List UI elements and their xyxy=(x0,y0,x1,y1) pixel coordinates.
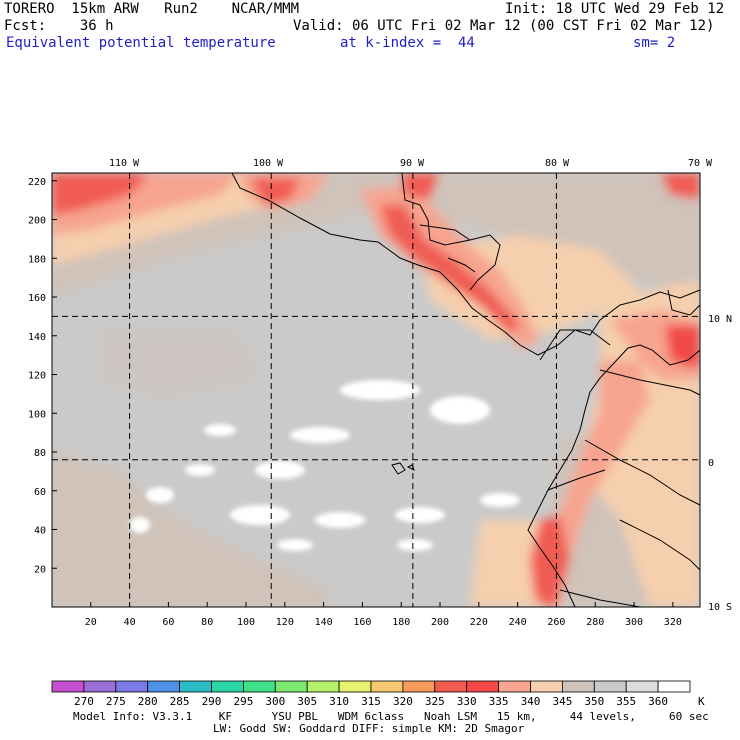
x-tick-label: 300 xyxy=(625,617,643,628)
theta-e-field xyxy=(52,173,700,607)
x-tick-label: 160 xyxy=(353,617,371,628)
coastlines xyxy=(231,172,701,608)
colorbar-swatch xyxy=(562,680,595,693)
colorbar-swatch xyxy=(115,680,149,693)
colorbar-swatch xyxy=(274,680,308,693)
lat-label-10s: 10 S xyxy=(708,602,732,613)
colorbar-level-label: 320 xyxy=(393,695,413,708)
colorbar-level-label: 275 xyxy=(106,695,126,708)
colorbar-level-label: 280 xyxy=(138,695,158,708)
colorbar-level-label: 270 xyxy=(74,695,94,708)
x-tick-label: 60 xyxy=(162,617,174,628)
colorbar-level-label: 340 xyxy=(521,695,541,708)
level-info: at k-index = 44 xyxy=(340,35,475,51)
init-time: Init: 18 UTC Wed 29 Feb 12 xyxy=(505,1,725,17)
colorbar-level-label: 305 xyxy=(297,695,317,708)
colorbar-level-label: 355 xyxy=(616,695,636,708)
model-info-line1: Model Info: V3.3.1 KF YSU PBL WDM 6class… xyxy=(73,710,709,723)
x-tick-label: 120 xyxy=(276,617,294,628)
y-tick-label: 120 xyxy=(28,371,46,382)
colorbar-level-label: 300 xyxy=(265,695,285,708)
model-info-line2: LW: Godd SW: Goddard DIFF: simple KM: 2D… xyxy=(213,722,525,735)
x-tick-label: 140 xyxy=(315,617,333,628)
x-tick-label: 100 xyxy=(237,617,255,628)
colorbar-level-label: 295 xyxy=(233,695,253,708)
map-frame xyxy=(51,172,701,608)
x-tick-label: 180 xyxy=(392,617,410,628)
field-name: Equivalent potential temperature xyxy=(6,35,276,51)
colorbar-swatch xyxy=(242,680,276,693)
y-tick-label: 40 xyxy=(34,526,46,537)
colorbar-swatch xyxy=(434,680,468,693)
lon-label-70w: 70 W xyxy=(688,158,713,169)
lon-label-80w: 80 W xyxy=(545,158,570,169)
colorbar-level-label: 315 xyxy=(361,695,381,708)
y-tick-label: 140 xyxy=(28,332,46,343)
colorbar-level-label: 335 xyxy=(489,695,509,708)
x-tick-label: 320 xyxy=(664,617,682,628)
y-tick-label: 60 xyxy=(34,487,46,498)
colorbar-swatch xyxy=(147,680,180,693)
colorbar-level-label: 285 xyxy=(170,695,190,708)
colorbar-level-label: 310 xyxy=(329,695,349,708)
colorbar-level-label: 325 xyxy=(425,695,445,708)
model-title: TORERO 15km ARW Run2 NCAR/MMM xyxy=(4,1,300,17)
y-tick-label: 180 xyxy=(28,254,46,265)
y-tick-label: 160 xyxy=(28,293,46,304)
x-tick-label: 220 xyxy=(470,617,488,628)
colorbar-swatch xyxy=(498,680,531,693)
colorbar-level-label: 290 xyxy=(202,695,222,708)
x-axis-ticks: 20 40 60 80 100 120 140 160 180 200 220 240 260 280 30… xyxy=(85,602,682,628)
lon-label-100w: 100 W xyxy=(253,158,284,169)
y-axis-ticks: 20 40 60 80 100 120 140 160 180 200 220 xyxy=(28,177,57,575)
x-tick-label: 200 xyxy=(431,617,449,628)
colorbar-swatch xyxy=(402,680,436,693)
colorbar xyxy=(51,680,691,693)
x-tick-label: 260 xyxy=(547,617,565,628)
colorbar-swatch xyxy=(51,680,85,693)
high-theta-e-patches xyxy=(130,380,520,551)
colorbar-level-label: 330 xyxy=(457,695,477,708)
y-tick-label: 20 xyxy=(34,564,46,575)
colorbar-swatch xyxy=(370,680,404,693)
colorbar-labels: 270 275 280 285 290 295 300 305 310 315 320 325 330 3… xyxy=(74,695,668,708)
colorbar-swatch xyxy=(179,680,212,693)
lon-label-110w: 110 W xyxy=(109,158,140,169)
colorbar-swatch xyxy=(530,680,563,693)
x-tick-label: 280 xyxy=(586,617,604,628)
y-tick-label: 220 xyxy=(28,177,46,188)
x-tick-label: 80 xyxy=(201,617,213,628)
lon-label-90w: 90 W xyxy=(400,158,425,169)
forecast-hour: Fcst: 36 h xyxy=(4,18,114,34)
colorbar-swatch xyxy=(657,680,691,693)
x-tick-label: 240 xyxy=(509,617,527,628)
latlon-grid xyxy=(52,173,700,607)
lat-label-0: 0 xyxy=(708,458,714,469)
colorbar-swatch xyxy=(593,680,627,693)
colorbar-swatch xyxy=(211,680,244,693)
colorbar-swatch xyxy=(306,680,340,693)
colorbar-swatch xyxy=(83,680,117,693)
colorbar-swatch xyxy=(466,680,500,693)
y-tick-label: 200 xyxy=(28,216,46,227)
lat-label-10n: 10 N xyxy=(708,314,732,325)
smoothing-info: sm= 2 xyxy=(633,35,676,51)
y-tick-label: 80 xyxy=(34,448,46,459)
colorbar-swatch xyxy=(338,680,372,693)
colorbar-unit: K xyxy=(698,695,705,708)
colorbar-swatch xyxy=(625,680,659,693)
valid-time: Valid: 06 UTC Fri 02 Mar 12 (00 CST Fri … xyxy=(293,18,715,34)
y-tick-label: 100 xyxy=(28,409,46,420)
colorbar-level-label: 350 xyxy=(584,695,604,708)
colorbar-level-label: 360 xyxy=(648,695,668,708)
x-tick-label: 20 xyxy=(85,617,97,628)
colorbar-level-label: 345 xyxy=(552,695,572,708)
x-tick-label: 40 xyxy=(124,617,136,628)
